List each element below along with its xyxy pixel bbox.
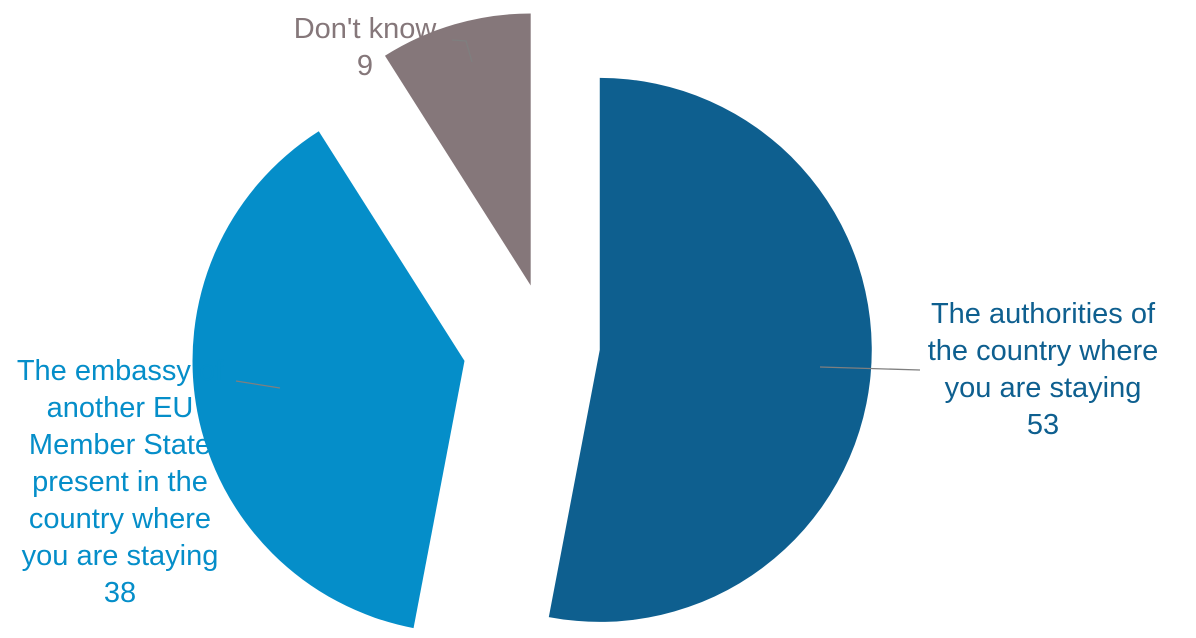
pie-slice-1 [548, 77, 872, 622]
slice-label-1: The authorities of the country where you a… [928, 298, 1159, 441]
slice-value-label: 38 [104, 577, 136, 609]
slice-label-line: the country where [928, 335, 1159, 367]
leader-line-1 [819, 366, 921, 371]
slice-label-line: Member State [29, 429, 211, 461]
slices-layer [192, 13, 872, 629]
slice-value-label: 9 [357, 50, 373, 82]
slice-label-line: another EU [47, 392, 194, 424]
slice-label-line: country where [29, 503, 211, 535]
pie-slice-2 [192, 131, 465, 629]
slice-label-line: you are staying [945, 372, 1142, 404]
labels-layer: The authorities of the country where you a… [17, 13, 1158, 609]
slice-label-line: Don't know [294, 13, 438, 45]
slice-label-line: present in the [32, 466, 208, 498]
slice-label-line: The authorities of [931, 298, 1156, 330]
slice-value-label: 53 [1027, 409, 1059, 441]
leader-line-2 [235, 380, 281, 389]
slice-label-line: The embassy of [17, 355, 224, 387]
leader-line-3 [451, 39, 473, 63]
slice-label-line: you are staying [22, 540, 219, 572]
slice-label-3: Don't know 9 [294, 13, 438, 82]
pie-slice-3 [384, 13, 531, 286]
slice-label-2: The embassy of another EU Member State pres… [17, 355, 224, 609]
leader-lines-layer [235, 39, 921, 389]
